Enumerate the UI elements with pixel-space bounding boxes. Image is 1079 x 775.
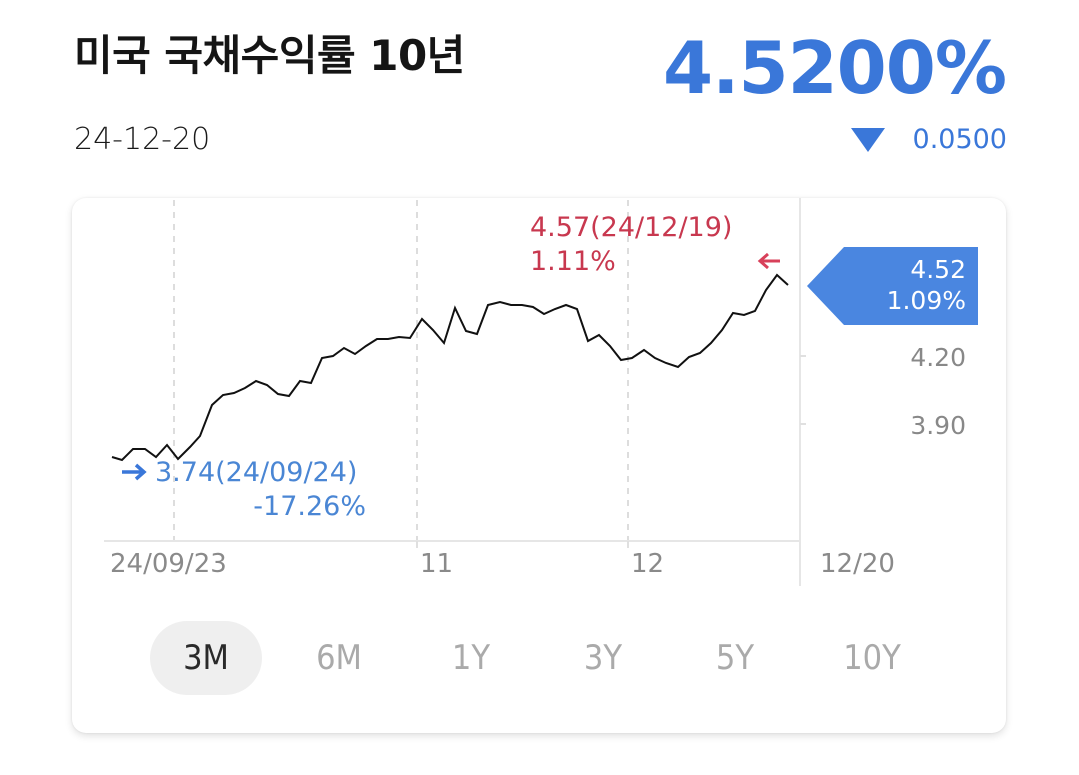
arrow-left-icon bbox=[757, 252, 780, 270]
tab-6m[interactable]: 6M bbox=[316, 638, 362, 678]
triangle-down-icon bbox=[850, 127, 885, 152]
tab-3y[interactable]: 3Y bbox=[583, 638, 623, 678]
x-tick-label: 11 bbox=[420, 549, 453, 579]
tab-10y[interactable]: 10Y bbox=[843, 638, 901, 678]
x-tick-label: 12/20 bbox=[820, 549, 895, 579]
quote-date: 24-12-20 bbox=[74, 122, 211, 157]
current-tag-value: 4.52 bbox=[910, 255, 966, 284]
yield-line bbox=[111, 273, 789, 462]
period-tabs: 3M 6M 1Y 3Y 5Y 10Y bbox=[150, 621, 950, 695]
current-tag-percent: 1.09% bbox=[887, 286, 966, 315]
x-tick-label: 24/09/23 bbox=[110, 549, 227, 579]
line-chart[interactable]: 4.57(24/12/19) 1.11% 3.74(24/09/24) -17.… bbox=[72, 198, 1006, 733]
change-indicator: 0.0500 bbox=[850, 124, 1007, 155]
y-tick-label: 4.20 bbox=[910, 343, 966, 372]
current-value-tag: 4.52 1.09% bbox=[807, 247, 978, 325]
y-tick-label: 3.90 bbox=[910, 411, 966, 440]
x-tick-label: 12 bbox=[631, 549, 664, 579]
arrow-right-icon bbox=[122, 463, 147, 481]
change-value: 0.0500 bbox=[912, 124, 1007, 155]
page-title: 미국 국채수익률 10년 bbox=[74, 31, 465, 80]
current-yield: 4.5200% bbox=[663, 26, 1007, 110]
low-annotation-label: 3.74(24/09/24) bbox=[155, 457, 357, 488]
high-annotation-label: 4.57(24/12/19) bbox=[530, 212, 732, 243]
chart-card: 4.57(24/12/19) 1.11% 3.74(24/09/24) -17.… bbox=[72, 198, 1006, 733]
high-annotation-percent: 1.11% bbox=[530, 246, 616, 277]
tab-5y[interactable]: 5Y bbox=[715, 638, 755, 678]
tab-1y[interactable]: 1Y bbox=[451, 638, 491, 678]
tab-3m[interactable]: 3M bbox=[150, 621, 262, 695]
low-annotation-percent: -17.26% bbox=[253, 491, 366, 522]
